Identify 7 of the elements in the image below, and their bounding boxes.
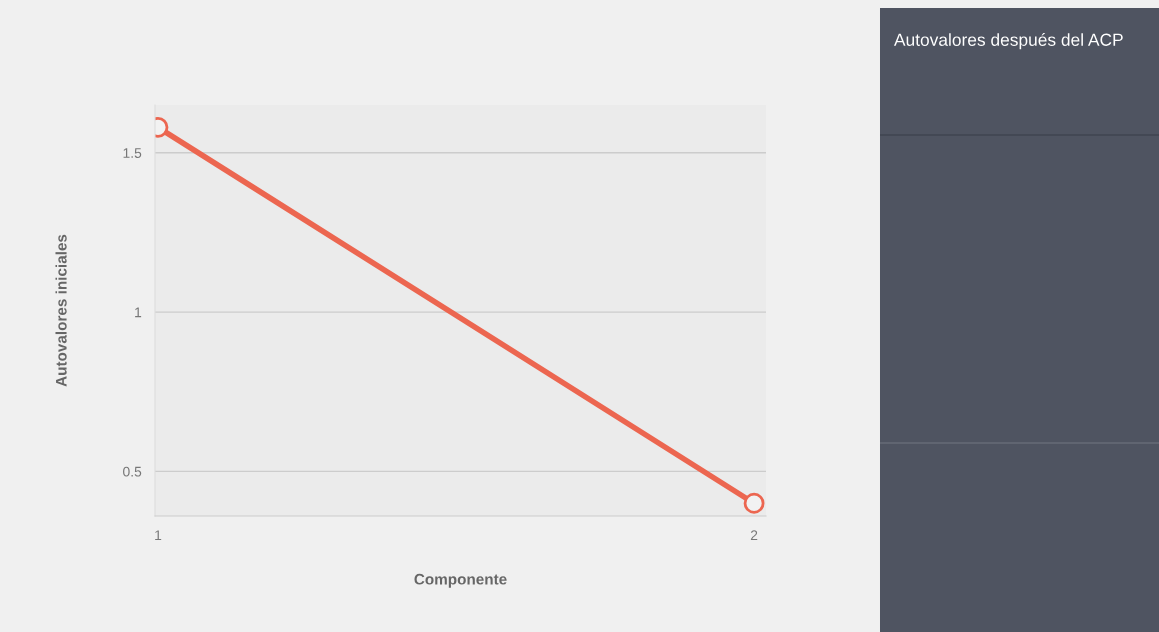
x-tick-label: 2 <box>750 530 758 540</box>
x-axis-title: Componente <box>414 573 507 588</box>
y-tick-label: 1.5 <box>123 148 142 158</box>
y-tick-label: 0.5 <box>123 466 142 477</box>
y-axis-title: Autovalores iniciales <box>55 234 67 387</box>
y-tick-label: 1 <box>135 307 142 318</box>
text: Autovalores después del ACP <box>893 32 1123 50</box>
